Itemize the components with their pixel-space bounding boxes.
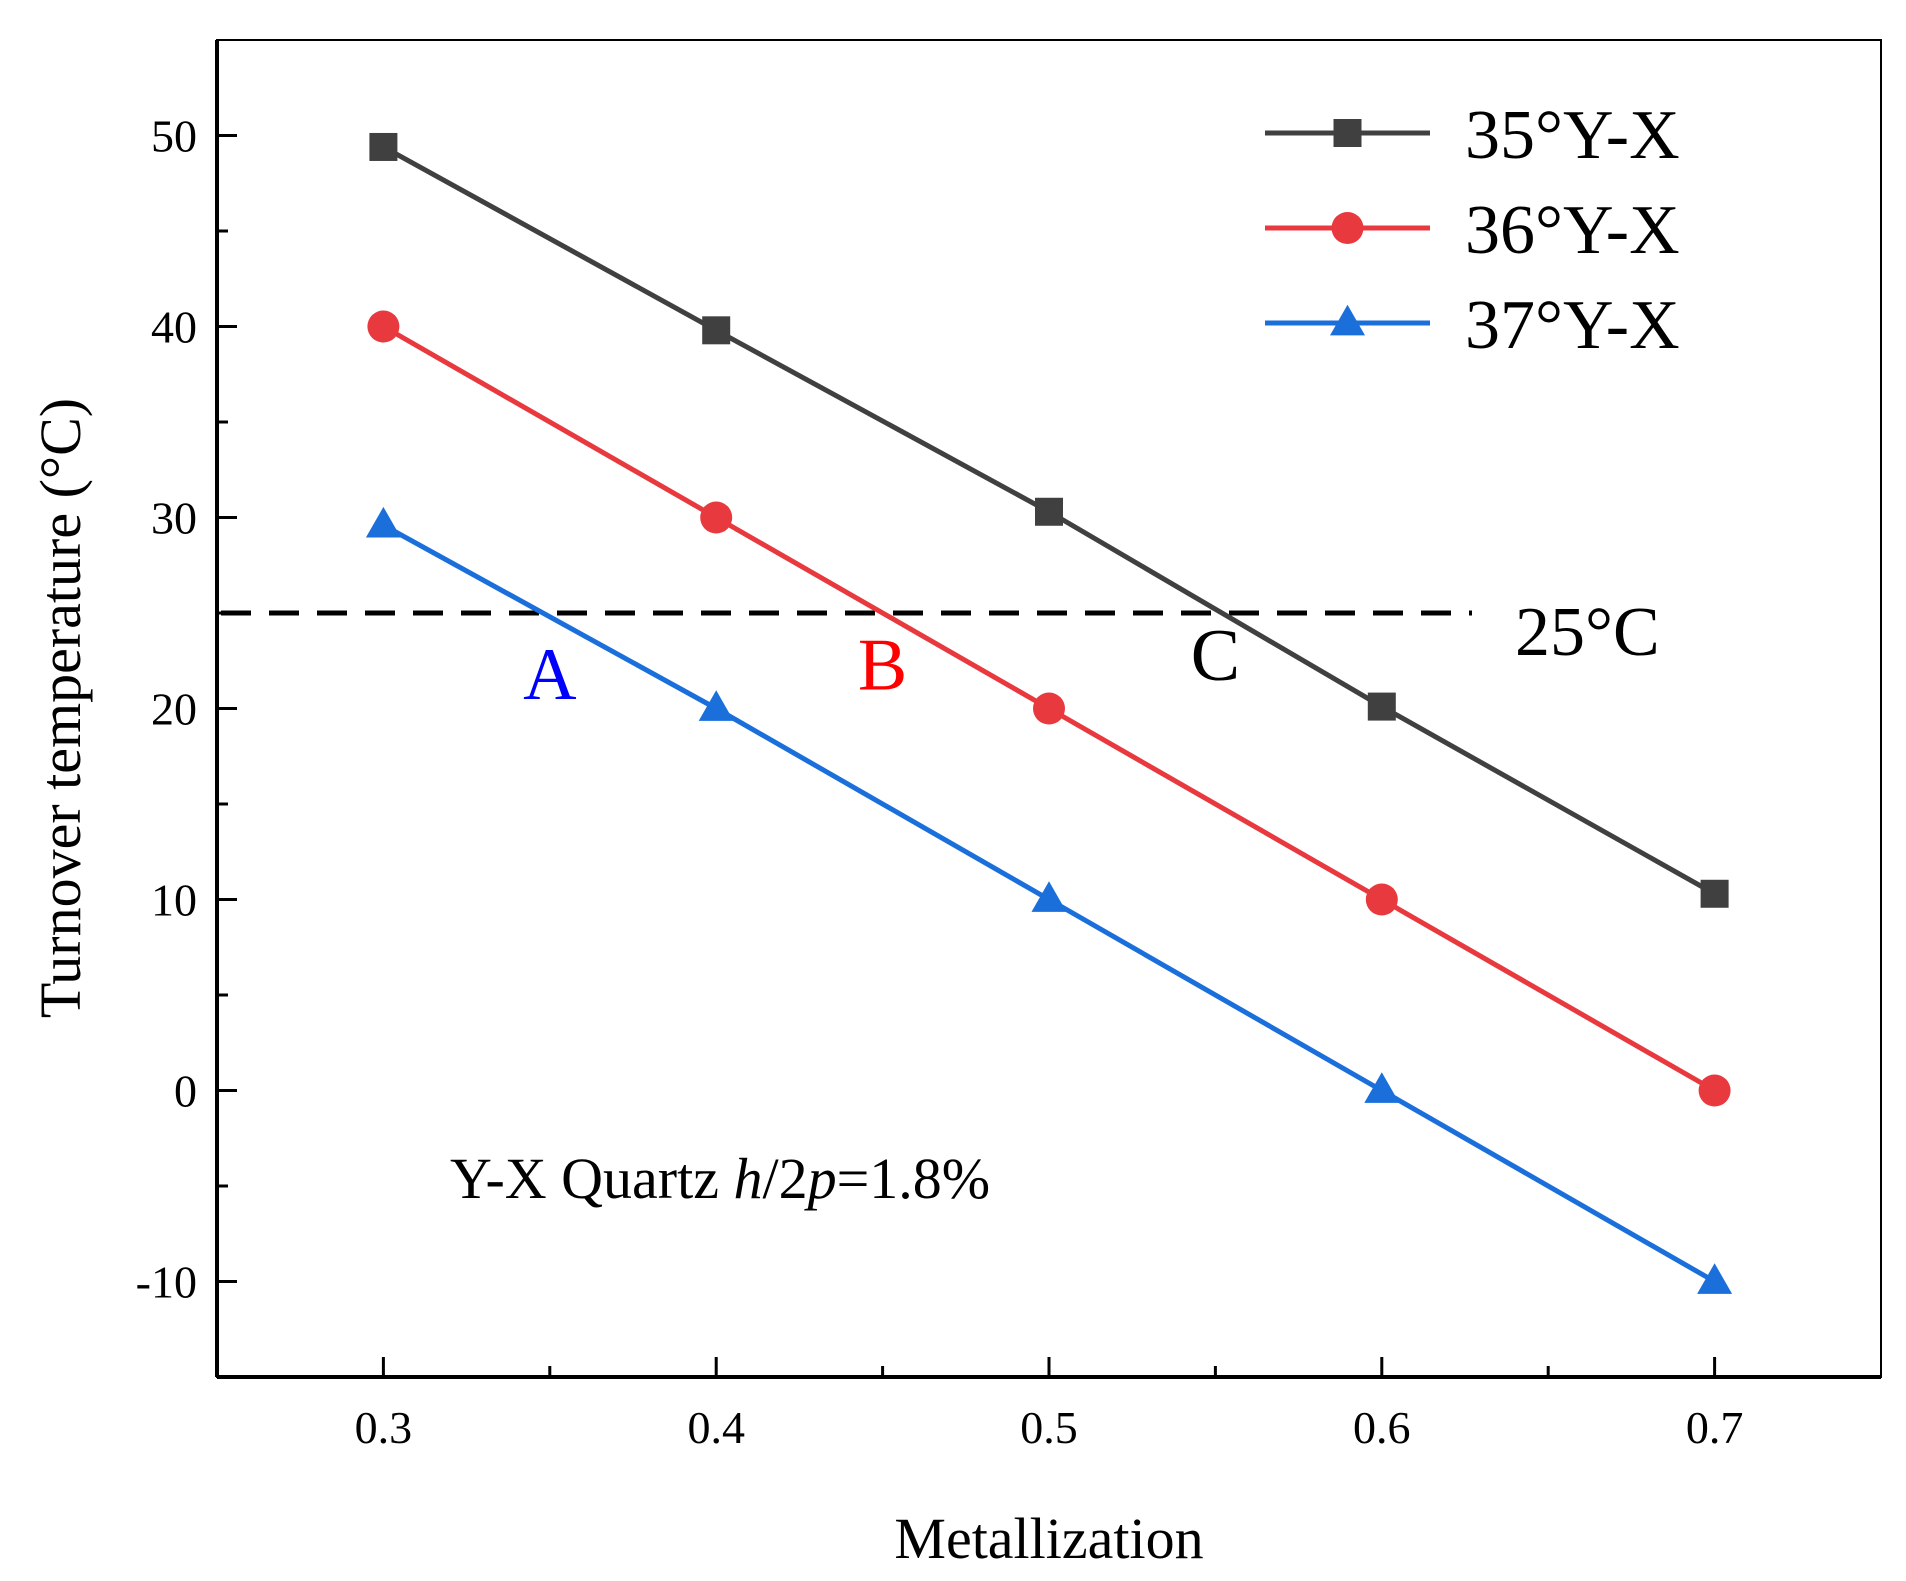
y-tick-label: 20	[151, 684, 197, 735]
y-tick-label: -10	[136, 1257, 197, 1308]
legend-marker	[1330, 304, 1365, 336]
data-point	[702, 316, 731, 345]
y-ticks: -10 0 10 20 30 40 50	[136, 111, 237, 1379]
crossing-label: C	[1191, 615, 1240, 697]
y-axis-title: Turnover temperature (°C)	[28, 398, 93, 1018]
data-point	[367, 310, 400, 343]
note-suffix: =1.8%	[837, 1146, 991, 1211]
note-prefix: Y-X Quartz	[450, 1146, 733, 1211]
data-point	[698, 690, 734, 721]
legend-marker	[1333, 119, 1362, 147]
legend-entry: 35°Y-X	[1265, 97, 1680, 174]
legend-label: 36°Y-X	[1465, 192, 1680, 269]
y-tick-label: 40	[151, 302, 197, 353]
x-tick-label: 0.3	[355, 1402, 413, 1453]
legend-label: 37°Y-X	[1465, 287, 1680, 364]
data-point	[365, 506, 401, 538]
y-tick-label: 10	[151, 875, 197, 926]
series-1	[369, 132, 1729, 908]
x-tick-label: 0.7	[1686, 1402, 1744, 1453]
series-layer	[365, 132, 1733, 1294]
data-point	[1700, 879, 1729, 908]
x-ticks: 0.3 0.4 0.5 0.6 0.7	[355, 1357, 1744, 1453]
x-tick-label: 0.6	[1353, 1402, 1411, 1453]
data-point	[1365, 883, 1398, 916]
data-point	[1697, 1263, 1733, 1294]
crossing-label: A	[523, 634, 576, 716]
data-point	[1698, 1074, 1731, 1107]
data-point	[1035, 497, 1063, 526]
legend-entry: 37°Y-X	[1265, 287, 1680, 364]
series-2	[367, 310, 1731, 1107]
x-tick-label: 0.4	[687, 1402, 745, 1453]
data-point	[700, 501, 733, 534]
data-point	[1033, 692, 1065, 725]
legend-label: 35°Y-X	[1465, 97, 1680, 174]
note-p: p	[804, 1146, 837, 1211]
note-slash: /2	[762, 1146, 807, 1211]
data-point	[369, 132, 398, 161]
y-tick-label: 30	[151, 493, 197, 544]
data-point	[1364, 1072, 1400, 1103]
note-h: h	[733, 1146, 762, 1211]
legend: 35°Y-X 36°Y-X 37°Y-X	[1265, 97, 1680, 364]
y-tick-label: 50	[151, 111, 197, 162]
x-axis-title: Metallization	[894, 1506, 1203, 1571]
annotation-layer: A B C	[523, 615, 1240, 716]
series-3	[365, 506, 1733, 1294]
y-tick-label: 0	[174, 1066, 197, 1117]
reference-line-label: 25°C	[1515, 594, 1660, 671]
x-tick-label: 0.5	[1020, 1402, 1078, 1453]
parameter-note: Y-X Quartz h/2p=1.8%	[450, 1146, 990, 1211]
data-point	[1031, 881, 1067, 912]
data-point	[1367, 692, 1396, 721]
legend-entry: 36°Y-X	[1265, 192, 1680, 269]
legend-marker	[1331, 212, 1364, 244]
crossing-label: B	[858, 624, 907, 706]
